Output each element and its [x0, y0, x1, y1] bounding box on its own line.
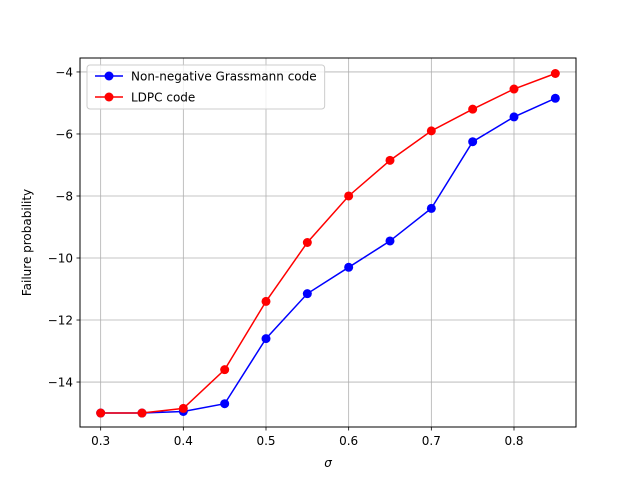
series-line: [100, 97, 556, 414]
data-point: [302, 289, 312, 299]
data-point: [385, 236, 395, 246]
data-point: [137, 408, 147, 418]
data-point: [302, 238, 312, 247]
data-point: [96, 408, 106, 418]
data-point: [220, 399, 230, 409]
data-point: [220, 365, 230, 375]
data-point: [344, 191, 354, 201]
data-point: [509, 84, 519, 94]
y-axis: −14 −12 −10 −8 −6 −4: [48, 65, 80, 390]
data-point: [550, 69, 560, 79]
x-axis-label: σ: [324, 456, 332, 470]
data-point: [426, 203, 436, 213]
y-tick-label: −6: [55, 127, 73, 141]
series-layer: [96, 69, 560, 418]
grid: [80, 58, 576, 427]
y-tick-label: −12: [48, 314, 73, 328]
y-axis-label: Failure probability: [20, 189, 34, 296]
series-line: [100, 72, 556, 414]
data-point: [261, 334, 271, 344]
y-tick-label: −8: [55, 189, 73, 203]
x-tick-label: 0.7: [422, 434, 441, 448]
x-tick-label: 0.8: [504, 434, 523, 448]
series-1: [96, 69, 560, 418]
plot-frame: [79, 57, 577, 428]
y-tick-label: −10: [48, 252, 73, 266]
data-point: [385, 155, 395, 165]
legend-swatch-marker: [104, 92, 114, 102]
legend-swatch-marker: [104, 71, 114, 81]
data-point: [426, 126, 436, 136]
data-point: [509, 112, 519, 122]
data-point: [261, 296, 271, 306]
x-tick-label: 0.5: [256, 434, 275, 448]
data-point: [178, 403, 188, 413]
x-axis: 0.3 0.4 0.5 0.6 0.7 0.8: [91, 427, 524, 448]
legend: Non-negative Grassmann code LDPC code: [86, 64, 326, 110]
legend-label: Non-negative Grassmann code: [131, 70, 317, 84]
legend-box: [86, 64, 326, 110]
data-point: [468, 137, 478, 147]
x-tick-label: 0.6: [339, 434, 358, 448]
series-0: [96, 93, 560, 418]
y-tick-label: −4: [55, 65, 73, 79]
x-tick-label: 0.4: [174, 434, 193, 448]
data-point: [468, 104, 478, 114]
data-point: [550, 93, 560, 103]
legend-label: LDPC code: [131, 91, 195, 105]
y-tick-label: −14: [48, 376, 73, 390]
data-point: [344, 262, 354, 272]
x-tick-label: 0.3: [91, 434, 110, 448]
